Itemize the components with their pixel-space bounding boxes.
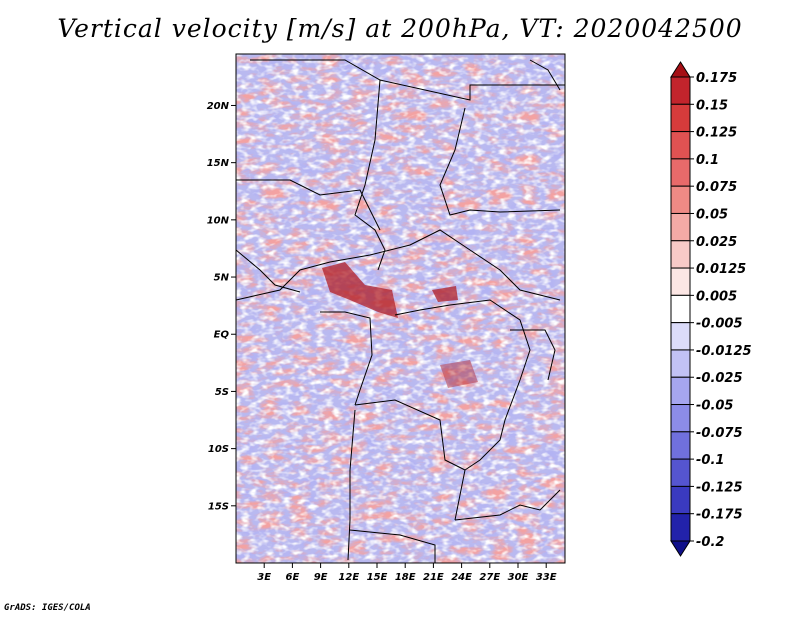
- colorbar-cell: [670, 131, 691, 160]
- colorbar-cell: [670, 431, 691, 460]
- y-tick-label: 5N: [214, 273, 230, 284]
- colorbar-label: 0.005: [696, 289, 737, 304]
- colorbar-cell: [670, 158, 691, 187]
- colorbar-cell: [670, 458, 691, 487]
- y-tick-label: 15N: [207, 158, 230, 169]
- colorbar-cell: [670, 185, 691, 214]
- colorbar: 0.175 0.15 0.125 0.1 0.075 0.05 0.025 0.0125 0.0…: [670, 61, 752, 557]
- colorbar-cell: [670, 61, 691, 78]
- colorbar-label: 0.075: [696, 180, 737, 195]
- x-tick-label: 18E: [395, 572, 416, 583]
- colorbar-label: 0.05: [696, 207, 728, 222]
- colorbar-cell: [670, 485, 691, 515]
- colorbar-cell: [670, 540, 691, 557]
- colorbar-label: -0.005: [696, 317, 743, 332]
- x-tick-label: 15E: [367, 572, 388, 583]
- x-tick-label: 12E: [338, 572, 359, 583]
- colorbar-cell: [670, 322, 691, 351]
- colorbar-label: 0.15: [696, 98, 728, 113]
- y-tick-label: EQ: [214, 330, 230, 341]
- colorbar-cell: [670, 76, 691, 105]
- y-tick-label: 5S: [215, 387, 229, 398]
- chart-title: Vertical velocity [m/s] at 200hPa, VT: 2…: [57, 14, 743, 43]
- colorbar-cell: [670, 349, 691, 378]
- colorbar-label: -0.025: [696, 371, 743, 386]
- colorbar-label: -0.0125: [696, 344, 752, 359]
- colorbar-label: 0.0125: [696, 262, 746, 277]
- ascent-cores: [322, 262, 478, 388]
- colorbar-label: 0.125: [696, 126, 737, 141]
- colorbar-label: -0.175: [696, 508, 743, 523]
- x-tick-label: 24E: [451, 572, 472, 583]
- x-tick-label: 30E: [508, 572, 529, 583]
- colorbar-cell: [670, 404, 691, 433]
- colorbar-label: 0.175: [696, 71, 737, 86]
- colorbar-label: -0.075: [696, 426, 743, 441]
- colorbar-cell: [670, 294, 691, 324]
- country-borders: [236, 59, 565, 563]
- credit-label: GrADS: IGES/COLA: [4, 603, 91, 613]
- x-tick-label: 27E: [479, 572, 500, 583]
- colorbar-label: -0.05: [696, 399, 733, 414]
- y-tick-label: 15S: [208, 501, 229, 512]
- y-tick-label: 10S: [208, 444, 229, 455]
- colorbar-cell: [670, 513, 691, 542]
- colorbar-label: -0.1: [696, 453, 724, 468]
- x-tick-label: 33E: [536, 572, 557, 583]
- colorbar-label: -0.125: [696, 480, 743, 495]
- x-tick-label: 9E: [314, 572, 328, 583]
- plot-frame: [235, 53, 566, 564]
- y-tick-label: 10N: [207, 215, 230, 226]
- colorbar-label: 0.025: [696, 235, 737, 250]
- colorbar-cell: [670, 376, 691, 406]
- x-axis: 3E 6E 9E 12E 15E 18E 21E 24E 27E 30E 33E: [257, 563, 557, 583]
- plot-area: [236, 54, 565, 563]
- x-tick-label: 6E: [286, 572, 300, 583]
- x-tick-label: 21E: [423, 572, 444, 583]
- colorbar-label: 0.1: [696, 153, 719, 168]
- y-axis: 20N 15N 10N 5N EQ 5S 10S 15S: [207, 101, 236, 512]
- colorbar-cell: [670, 240, 691, 269]
- colorbar-cell: [670, 212, 691, 242]
- y-tick-label: 20N: [207, 101, 230, 112]
- colorbar-cell: [670, 103, 691, 133]
- x-tick-label: 3E: [257, 572, 271, 583]
- colorbar-label: -0.2: [696, 535, 724, 550]
- colorbar-cell: [670, 267, 691, 296]
